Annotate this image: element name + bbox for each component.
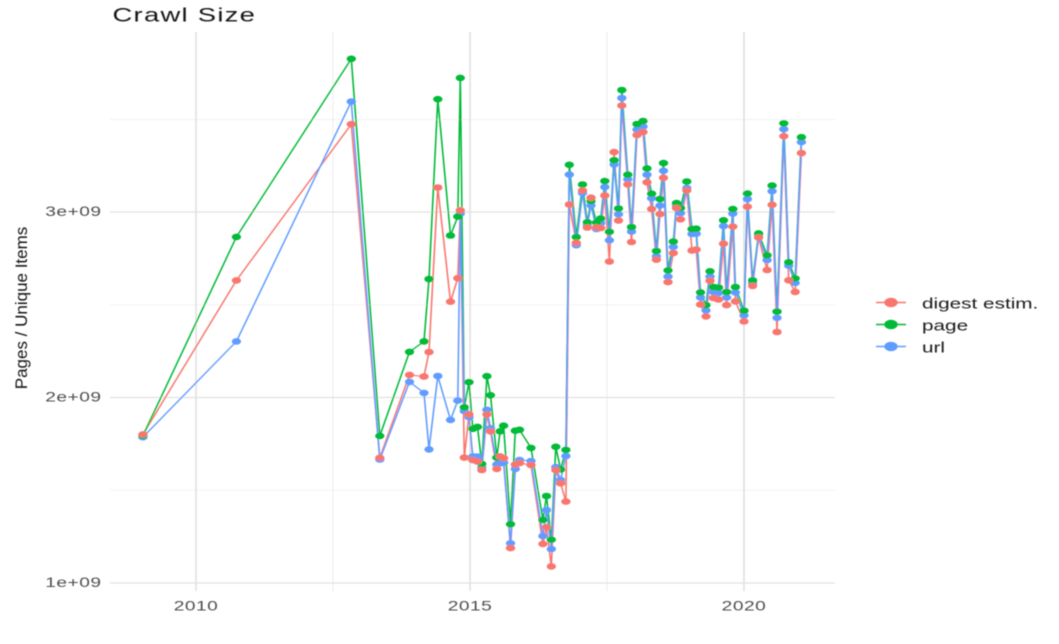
svg-text:2010: 2010 (174, 598, 219, 613)
svg-text:2015: 2015 (448, 598, 493, 613)
svg-text:2e+09: 2e+09 (45, 389, 101, 404)
svg-text:Pages / Unique Items: Pages / Unique Items (12, 227, 31, 390)
svg-text:3e+09: 3e+09 (45, 204, 101, 219)
svg-text:1e+09: 1e+09 (45, 575, 101, 590)
svg-text:Crawl Size: Crawl Size (113, 5, 257, 26)
svg-text:2020: 2020 (722, 598, 767, 613)
svg-text:url: url (922, 339, 945, 355)
svg-text:page: page (922, 317, 968, 333)
svg-text:digest estim.: digest estim. (922, 295, 1038, 311)
